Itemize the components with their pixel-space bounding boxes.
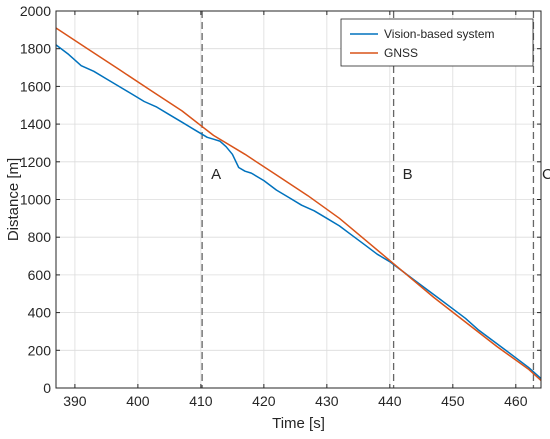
event-marker-label: A bbox=[211, 166, 221, 183]
legend-label-gnss: GNSS bbox=[384, 46, 418, 60]
x-tick-label: 410 bbox=[189, 393, 213, 409]
legend-box bbox=[340, 18, 534, 67]
y-tick-label: 400 bbox=[28, 305, 52, 321]
y-tick-label: 600 bbox=[28, 267, 52, 283]
legend-label-vision: Vision-based system bbox=[384, 27, 495, 41]
y-axis-title: Distance [m] bbox=[5, 158, 22, 241]
axis-ticks: 390 400 410 420 430 440 450 460 0 200 400 600 800 100… bbox=[20, 3, 541, 409]
y-tick-label: 0 bbox=[43, 380, 51, 396]
x-tick-label: 450 bbox=[441, 393, 465, 409]
x-axis-title: Time [s] bbox=[272, 415, 325, 432]
y-tick-label: 1000 bbox=[20, 192, 51, 208]
legend: Vision-based system GNSS bbox=[340, 18, 534, 67]
x-tick-label: 400 bbox=[126, 393, 150, 409]
y-tick-label: 800 bbox=[28, 229, 52, 245]
event-marker-label: C bbox=[542, 166, 550, 183]
series-lines bbox=[55, 27, 542, 382]
y-tick-label: 1200 bbox=[20, 154, 51, 170]
event-marker-label: B bbox=[403, 166, 413, 183]
y-tick-label: 1600 bbox=[20, 78, 51, 94]
x-tick-label: 440 bbox=[378, 393, 402, 409]
series-line-vision bbox=[55, 44, 542, 380]
x-tick-label: 460 bbox=[504, 393, 528, 409]
y-tick-label: 1400 bbox=[20, 116, 51, 132]
y-tick-label: 2000 bbox=[20, 3, 51, 19]
x-tick-label: 390 bbox=[63, 393, 87, 409]
x-tick-label: 420 bbox=[252, 393, 276, 409]
y-tick-label: 200 bbox=[28, 342, 52, 358]
event-markers: A B C bbox=[201, 11, 550, 388]
series-line-gnss bbox=[55, 27, 542, 382]
x-tick-label: 430 bbox=[315, 393, 339, 409]
y-tick-label: 1800 bbox=[20, 41, 51, 57]
